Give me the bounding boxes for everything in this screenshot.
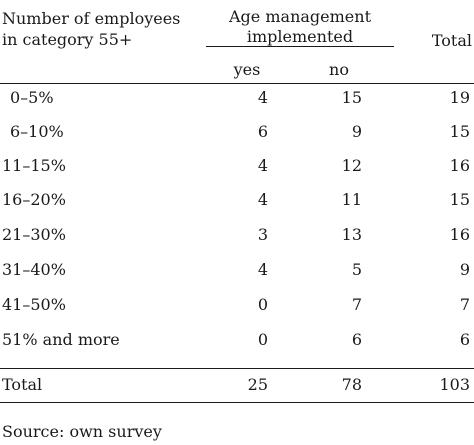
cell-no: 13 (341, 225, 362, 244)
header-yes: yes (233, 60, 261, 79)
cell-total: 19 (449, 88, 470, 107)
header-rule (0, 83, 474, 84)
header-category-line1: Number of employees (2, 9, 181, 28)
cell-yes: 4 (257, 190, 268, 209)
cell-yes: 3 (257, 225, 268, 244)
cell-yes: 0 (257, 330, 268, 349)
cell-total: 7 (459, 295, 470, 314)
cell-category: 51% and more (2, 330, 120, 349)
cell-total: 16 (449, 225, 470, 244)
cell-total: 9 (459, 260, 470, 279)
totals-rule (0, 368, 474, 369)
cell-yes: 6 (257, 122, 268, 141)
cell-total: 15 (449, 122, 470, 141)
cell-no: 15 (341, 88, 362, 107)
source-note: Source: own survey (2, 422, 162, 441)
cell-total: 6 (459, 330, 470, 349)
totals-yes: 25 (247, 375, 268, 394)
totals-total: 103 (439, 375, 470, 394)
cell-no: 5 (351, 260, 362, 279)
header-total: Total (431, 31, 472, 50)
totals-label: Total (2, 375, 43, 394)
cell-no: 9 (351, 122, 362, 141)
cell-no: 12 (341, 156, 362, 175)
cell-category: 21–30% (2, 225, 66, 244)
header-group-line2: implemented (246, 27, 354, 46)
header-category-line2: in category 55+ (2, 30, 133, 49)
cell-category: 16–20% (2, 190, 66, 209)
cell-no: 11 (341, 190, 362, 209)
cell-yes: 4 (257, 260, 268, 279)
header-no: no (329, 60, 349, 79)
cell-yes: 0 (257, 295, 268, 314)
cell-category: 0–5% (10, 88, 54, 107)
cell-category: 11–15% (2, 156, 66, 175)
cell-category: 41–50% (2, 295, 66, 314)
totals-no: 78 (341, 375, 362, 394)
group-underline (206, 46, 394, 47)
cell-category: 31–40% (2, 260, 66, 279)
cell-total: 15 (449, 190, 470, 209)
cell-yes: 4 (257, 88, 268, 107)
bottom-rule (0, 402, 474, 403)
cell-no: 6 (351, 330, 362, 349)
cell-category: 6–10% (10, 122, 64, 141)
header-group-line1: Age management (229, 7, 371, 26)
cell-total: 16 (449, 156, 470, 175)
cell-no: 7 (351, 295, 362, 314)
cell-yes: 4 (257, 156, 268, 175)
